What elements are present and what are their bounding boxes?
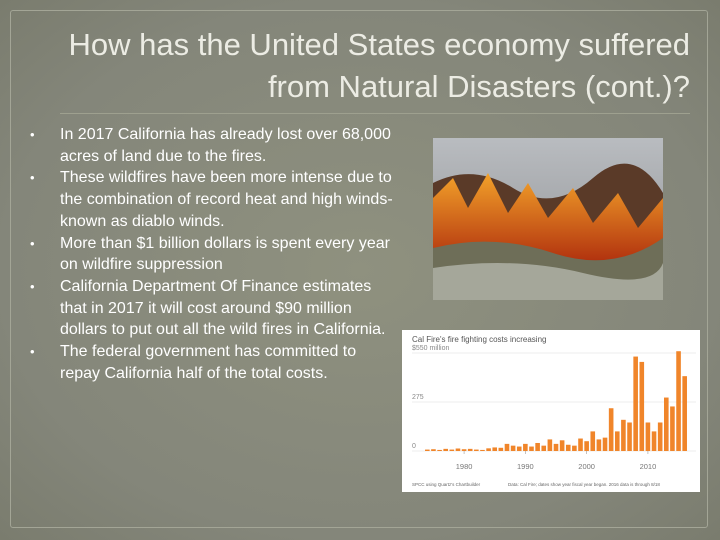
x-tick-label: 1980 bbox=[456, 462, 473, 471]
bullet: California Department Of Finance estimat… bbox=[30, 276, 400, 341]
bar bbox=[633, 356, 638, 451]
y-tick-label: 275 bbox=[412, 394, 424, 401]
bar bbox=[523, 443, 528, 451]
bar bbox=[657, 422, 663, 451]
y-tick-label: $550 million bbox=[412, 345, 449, 352]
bar bbox=[651, 431, 657, 451]
bar bbox=[663, 397, 669, 451]
bar bbox=[498, 447, 504, 451]
bar bbox=[486, 448, 491, 451]
x-tick-label: 2010 bbox=[640, 462, 657, 471]
cost-chart: Cal Fire's fire fighting costs increasin… bbox=[402, 330, 700, 492]
y-tick-label: 0 bbox=[412, 443, 416, 450]
bar bbox=[504, 443, 510, 451]
chart-source: SPCC using Quartz's Chartbuilder bbox=[412, 482, 481, 487]
frame bbox=[10, 10, 708, 528]
bar bbox=[480, 449, 485, 451]
bar bbox=[608, 408, 614, 451]
bar bbox=[596, 439, 602, 451]
bar bbox=[639, 361, 645, 451]
bar bbox=[449, 449, 455, 451]
bar bbox=[590, 431, 596, 451]
bar bbox=[541, 445, 547, 451]
chart-title: Cal Fire's fire fighting costs increasin… bbox=[412, 335, 546, 344]
chart-note: Data: Cal Fire; dates show year fiscal y… bbox=[508, 482, 660, 487]
bar bbox=[467, 448, 473, 451]
bullet: More than $1 billion dollars is spent ev… bbox=[30, 233, 400, 276]
bullet: The federal government has committed to … bbox=[30, 341, 400, 384]
bullet-list: In 2017 California has already lost over… bbox=[30, 124, 400, 384]
title-rule bbox=[60, 113, 690, 114]
bar bbox=[602, 437, 608, 451]
bar bbox=[578, 438, 583, 451]
bar bbox=[492, 447, 498, 451]
bar bbox=[547, 439, 553, 451]
bar bbox=[682, 376, 687, 451]
bar bbox=[614, 431, 620, 451]
bar bbox=[510, 445, 516, 451]
bar bbox=[437, 449, 442, 451]
bar bbox=[425, 449, 430, 451]
bar bbox=[572, 445, 577, 451]
bar bbox=[431, 449, 436, 451]
bar bbox=[670, 406, 675, 451]
bar bbox=[621, 419, 626, 451]
bar bbox=[584, 441, 589, 451]
bar bbox=[559, 440, 565, 451]
bar bbox=[535, 442, 540, 451]
bullet: In 2017 California has already lost over… bbox=[30, 124, 400, 167]
bar bbox=[461, 449, 467, 451]
bar bbox=[529, 446, 534, 451]
x-tick-label: 1990 bbox=[517, 462, 534, 471]
bar bbox=[645, 422, 651, 451]
bar bbox=[553, 443, 559, 451]
bar bbox=[516, 446, 522, 451]
x-tick-label: 2000 bbox=[578, 462, 595, 471]
bar bbox=[627, 422, 632, 451]
bar bbox=[565, 444, 571, 451]
bullet: These wildfires have been more intense d… bbox=[30, 167, 400, 232]
wildfire-photo bbox=[433, 138, 663, 300]
slide-title: How has the United States economy suffer… bbox=[68, 27, 691, 104]
bar bbox=[443, 448, 449, 451]
bar bbox=[455, 448, 461, 451]
bar bbox=[676, 351, 681, 451]
bar bbox=[474, 449, 479, 451]
